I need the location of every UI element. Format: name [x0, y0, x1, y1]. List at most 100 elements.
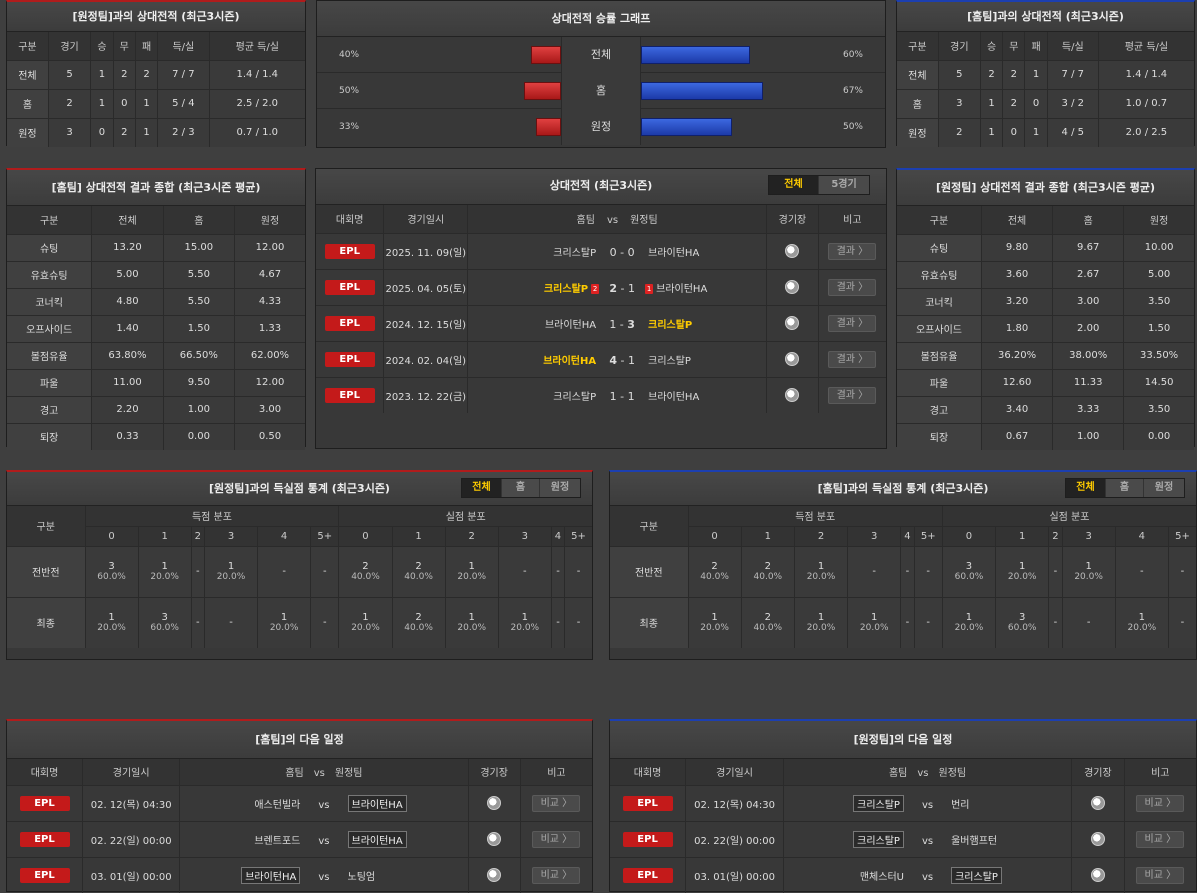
- dist-cell: 3 60.0%: [942, 546, 997, 598]
- dist-cell: 2 40.0%: [338, 546, 393, 598]
- teams-cell: 크리스탈P vs 번리: [783, 785, 1073, 822]
- compare-button[interactable]: 비교 〉: [1136, 794, 1185, 812]
- bin-header: 1: [138, 526, 192, 547]
- col-header-home: 홈팀: [888, 768, 908, 780]
- right-percent: 60%: [842, 50, 863, 60]
- note-cell: 결과 〉: [818, 269, 886, 306]
- compare-button[interactable]: 비교 〉: [532, 794, 581, 812]
- col-header: 승: [90, 32, 114, 61]
- goals-home-tab-away[interactable]: 원정: [1154, 482, 1174, 493]
- league-cell: EPL: [316, 305, 385, 342]
- cell-value: 1: [1024, 118, 1048, 147]
- note-cell: 비교 〉: [1124, 857, 1196, 893]
- home-wrap: 브렌트포드: [180, 832, 300, 847]
- cell-value: 1.40: [91, 315, 164, 343]
- cell-value: 7 / 7: [157, 60, 210, 90]
- cell-value: 1.50: [1123, 315, 1194, 343]
- result-button[interactable]: 결과 〉: [828, 386, 877, 404]
- dist-count: -: [556, 617, 560, 629]
- venue-cell: [468, 857, 521, 893]
- dist-count: -: [1086, 617, 1091, 629]
- table-row: 전반전 3 60.0% 1 20.0% -1 20.0% - -2 40.0% 2 40.0% 1 20.…: [7, 546, 592, 598]
- col-header: 득/실: [1047, 32, 1099, 61]
- compare-button[interactable]: 비교 〉: [532, 866, 581, 884]
- cell-value: 3.20: [981, 288, 1054, 316]
- col-header-vs: vs: [917, 768, 929, 780]
- dist-cell: -: [914, 546, 943, 598]
- stadium-icon[interactable]: [785, 388, 800, 403]
- stadium-icon[interactable]: [785, 316, 800, 330]
- stadium-icon[interactable]: [1090, 796, 1105, 810]
- table-row: 최종 1 20.0% 3 60.0% - -1 20.0% -1 20.0% 2 40.0% 1 20.0…: [7, 597, 592, 648]
- teams-cell: 크리스탈P 1 - 1 브라이턴HA: [467, 377, 768, 413]
- match-date: 02. 12(목) 04:30: [685, 785, 784, 822]
- dist-count: 1: [468, 612, 475, 624]
- dist-cell: 1 20.0%: [85, 597, 139, 648]
- vs-label: vs: [318, 871, 330, 883]
- stadium-icon[interactable]: [487, 868, 502, 883]
- stadium-icon[interactable]: [785, 244, 800, 258]
- bin-header: 4: [257, 526, 312, 547]
- compare-button[interactable]: 비교 〉: [532, 830, 581, 848]
- dist-cell: -: [498, 546, 552, 598]
- result-button[interactable]: 결과 〉: [828, 314, 877, 332]
- goals-away-tab-away[interactable]: 원정: [550, 482, 570, 493]
- venue-cell: [766, 377, 819, 413]
- dist-count: -: [323, 617, 327, 629]
- stadium-icon[interactable]: [785, 352, 800, 366]
- goals-home-tab-home[interactable]: 홈: [1106, 479, 1144, 497]
- dist-count: 3: [965, 561, 973, 572]
- row-label: 오프사이드: [897, 315, 982, 343]
- dist-cell: 2 40.0%: [392, 597, 446, 648]
- tab-all[interactable]: 전체: [769, 176, 819, 194]
- col-header-teams: 홈팀 vs 원정팀: [179, 759, 469, 786]
- stadium-icon[interactable]: [1090, 832, 1105, 846]
- dist-cell: 1 20.0%: [257, 597, 312, 648]
- compare-button[interactable]: 비교 〉: [1136, 866, 1185, 884]
- dist-cell: -: [191, 597, 205, 648]
- dist-cell: 1 20.0%: [445, 597, 499, 648]
- stadium-icon[interactable]: [487, 796, 502, 810]
- venue-cell: [766, 269, 819, 306]
- result-button[interactable]: 결과 〉: [828, 278, 877, 296]
- dist-count: -: [926, 617, 931, 629]
- stadium-icon[interactable]: [487, 832, 502, 846]
- row-label: 전체: [7, 60, 49, 90]
- result-button[interactable]: 결과 〉: [828, 350, 877, 368]
- stadium-icon[interactable]: [785, 280, 800, 294]
- goals-away-tab-home[interactable]: 홈: [502, 479, 540, 497]
- tab-5-games[interactable]: 5경기: [831, 179, 857, 190]
- league-cell: EPL: [610, 857, 687, 893]
- col-header: 원정: [1123, 206, 1194, 235]
- dist-count: 1: [871, 612, 878, 624]
- dist-count: -: [556, 566, 560, 577]
- dist-percent: 20.0%: [457, 623, 486, 634]
- result-button[interactable]: 결과 〉: [828, 242, 877, 260]
- goals-away-tab-all[interactable]: 전체: [462, 479, 502, 497]
- cell-value: 9.50: [163, 369, 236, 397]
- stadium-icon[interactable]: [1090, 868, 1105, 883]
- concede-dist-header: 실점 분포: [338, 506, 592, 527]
- col-header-venue: 경기장: [766, 205, 819, 234]
- schedule-row: EPL 02. 12(목) 04:30 애스턴빌라 vs 브라이턴HA 비교 〉: [7, 785, 592, 822]
- cell-value: 3.40: [981, 396, 1054, 424]
- dist-count: 2: [764, 561, 771, 572]
- match-date: 02. 12(목) 04:30: [82, 785, 181, 822]
- bin-header: 3: [847, 526, 902, 547]
- dist-cell: 1 20.0%: [794, 597, 849, 648]
- bin-header: 1: [741, 526, 795, 547]
- red-card-icon: 2: [591, 283, 600, 294]
- away-team: 크리스탈P: [648, 355, 691, 367]
- col-header-home: 홈팀: [576, 215, 595, 227]
- home-score: 4: [609, 353, 617, 367]
- schedule-row: EPL 02. 22(일) 00:00 크리스탈P vs 울버햄프턴 비교 〉: [610, 821, 1196, 858]
- venue-cell: [1071, 821, 1125, 858]
- table-row: 유효슈팅 5.00 5.50 4.67: [7, 261, 305, 289]
- goals-home-tab-all[interactable]: 전체: [1066, 479, 1106, 497]
- compare-button[interactable]: 비교 〉: [1136, 830, 1185, 848]
- table-row: 최종 1 20.0% 2 40.0% 1 20.0% 1 20.0% - -1 20.0% 3 60.0%…: [610, 597, 1196, 648]
- row-label: 유효슈팅: [7, 261, 93, 289]
- cell-value: 13.20: [91, 234, 164, 262]
- summary-home-table: 구분 전체 홈 원정 슈팅 13.20 15.00 12.00 유효슈팅 5.00 5.50 4.67…: [7, 206, 305, 450]
